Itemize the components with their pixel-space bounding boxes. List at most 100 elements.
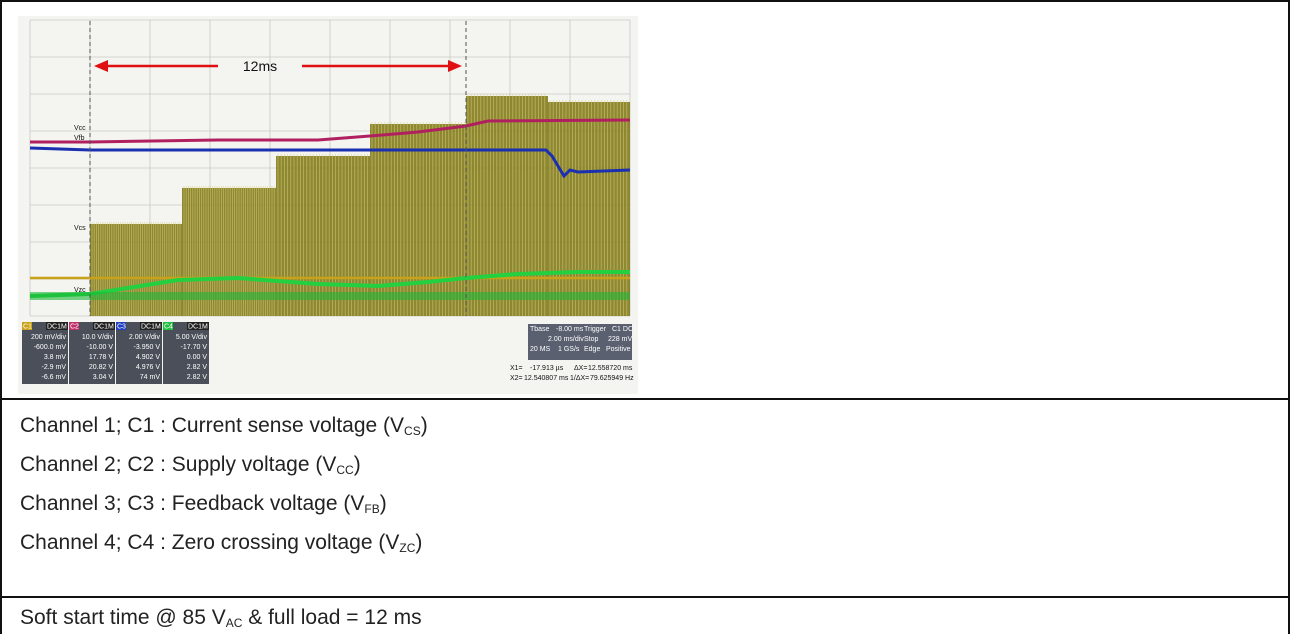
channel-readout-value: 4.976 V [136, 364, 160, 371]
channel-readout-value: 200 mV/div [31, 334, 67, 341]
channel-1-description: Channel 1; C1 : Current sense voltage (V… [20, 413, 428, 444]
table-divider-figure [0, 398, 1290, 400]
channel-2-subscript: CC [336, 463, 354, 477]
channel-coupling: DC1M [47, 324, 67, 331]
vzc-trace [29, 270, 630, 298]
channel-readout-value: -6.6 mV [41, 374, 66, 381]
time-span-label: 12ms [243, 58, 277, 74]
soft-start-summary: Soft start time @ 85 VAC & full load = 1… [20, 605, 422, 636]
channel-color-tag [22, 322, 32, 330]
channel-readout-value: 2.82 V [187, 364, 208, 371]
summary-subscript: AC [225, 616, 243, 630]
cursor-dx-value: 12.558720 ms [588, 365, 633, 372]
readout-box [116, 322, 162, 384]
channel-4-description: Channel 4; C4 : Zero crossing voltage (V… [20, 530, 422, 561]
oscilloscope-screen: 12ms Vcc Vfb Vcs Vzc C1 DC1M 200 mV/div -60… [18, 16, 638, 394]
cursor-x1-value: -17.913 µs [530, 365, 564, 372]
cursor-readout: X1= -17.913 µs ΔX= 12.558720 ms X2= 12.5… [510, 365, 634, 382]
vcs-burst-envelope [548, 102, 630, 316]
table-divider-summary [0, 596, 1290, 598]
channel-readout-c3: C3 DC1M 2.00 V/div -3.950 V 4.902 V 4.976 V 74… [116, 322, 162, 384]
readout-box [69, 322, 115, 384]
channel-3-description: Channel 3; C3 : Feedback voltage (VFB) [20, 491, 387, 522]
channel-readout-value: 4.902 V [136, 354, 160, 361]
table-border-right [1288, 0, 1290, 634]
channel-3-text: Channel 3; C3 : Feedback voltage (V [20, 492, 365, 515]
channel-tag: C4 [164, 324, 173, 331]
channel-4-text: Channel 4; C4 : Zero crossing voltage (V [20, 531, 400, 554]
trigger-mode: Stop [584, 336, 599, 343]
trace-label-vcs: Vcs [74, 225, 86, 232]
timebase-rate: 20 MS [530, 346, 551, 353]
channel-readout-value: 5.00 V/div [176, 334, 208, 341]
trace-label-vfb: Vfb [74, 135, 85, 142]
channel-readout-c4: C4 DC1M 5.00 V/div -17.70 V 0.00 V 2.82 V 2.82… [163, 322, 209, 384]
channel-color-tag [116, 322, 126, 330]
channel-readout-value: -10.00 V [87, 344, 114, 351]
trigger-slope: Positive [606, 346, 631, 353]
channel-2-suffix: ) [353, 453, 361, 476]
channel-readout-value: 0.00 V [187, 354, 208, 361]
vcc-trace [30, 118, 631, 144]
trigger-coupling: C1 DC [612, 326, 633, 333]
channel-readout-value: 3.04 V [93, 374, 114, 381]
trigger-type: Edge [584, 346, 600, 353]
channel-readout-value: 17.78 V [89, 354, 113, 361]
channel-tag: C3 [117, 324, 126, 331]
channel-readout-value: 74 mV [140, 374, 161, 381]
channel-readout-value: -17.70 V [181, 344, 208, 351]
channel-3-subscript: FB [364, 502, 380, 516]
cursor-x2-label: X2= [510, 375, 523, 382]
channel-tag: C2 [70, 324, 79, 331]
trace-label-vzc: Vzc [74, 287, 86, 294]
channel-readout-value: 20.82 V [89, 364, 113, 371]
channel-1-suffix: ) [420, 414, 428, 437]
timebase-value: -8.00 ms [556, 326, 584, 333]
channel-1-subscript: CS [404, 424, 421, 438]
channel-readout-value: 2.82 V [187, 374, 208, 381]
timebase-srate: 1 GS/s [558, 346, 580, 353]
channel-color-tag [69, 322, 79, 330]
oscilloscope-capture: 12ms Vcc Vfb Vcs Vzc C1 DC1M 200 mV/div -60… [18, 16, 638, 394]
channel-readout-value: -2.9 mV [41, 364, 66, 371]
cursor-inv-label: 1/ΔX= [570, 375, 589, 382]
timebase-trigger-panel: Tbase -8.00 ms Trigger C1 DC 2.00 ms/div… [528, 324, 633, 360]
channel-readout-value: 10.0 V/div [82, 334, 114, 341]
channel-2-description: Channel 2; C2 : Supply voltage (VCC) [20, 452, 361, 483]
channel-coupling: DC1M [188, 324, 208, 331]
timebase-scale: 2.00 ms/div [548, 336, 584, 343]
summary-suffix: & full load = 12 ms [242, 606, 422, 629]
coupling-tag [187, 322, 209, 330]
channel-2-text: Channel 2; C2 : Supply voltage (V [20, 453, 337, 476]
coupling-tag [93, 322, 115, 330]
cursor-dx-label: ΔX= [574, 365, 587, 372]
vcs-burst-envelope [466, 96, 548, 316]
channel-readout-value: -600.0 mV [34, 344, 67, 351]
cursor-inv-value: 79.625949 Hz [590, 375, 634, 382]
waveform-traces [29, 94, 631, 316]
channel-readouts: C1 DC1M 200 mV/div -600.0 mV 3.8 mV -2.9 mV -6… [22, 322, 209, 384]
channel-4-subscript: ZC [399, 541, 416, 555]
channel-coupling: DC1M [94, 324, 114, 331]
timebase-label: Tbase [530, 326, 550, 333]
channel-tag: C1 [23, 324, 32, 331]
channel-3-suffix: ) [379, 492, 387, 515]
trigger-level: 228 mV [608, 336, 632, 343]
channel-readout-c1: C1 DC1M 200 mV/div -600.0 mV 3.8 mV -2.9 mV -6… [22, 322, 68, 384]
channel-readout-value: -3.950 V [134, 344, 161, 351]
channel-readout-value: 2.00 V/div [129, 334, 161, 341]
trace-label-vcc: Vcc [74, 125, 86, 132]
channel-readout-c2: C2 DC1M 10.0 V/div -10.00 V 17.78 V 20.82 V 3.… [69, 322, 115, 384]
coupling-tag [140, 322, 162, 330]
channel-1-text: Channel 1; C1 : Current sense voltage (V [20, 414, 405, 437]
table-border-top [0, 0, 1290, 2]
cursor-x2-value: 12.540807 ms [524, 375, 569, 382]
trigger-label: Trigger [584, 326, 607, 333]
time-span-arrow [94, 60, 462, 72]
vfb-trace [29, 146, 631, 179]
channel-coupling: DC1M [141, 324, 161, 331]
summary-text: Soft start time @ 85 V [20, 606, 226, 629]
readout-box [163, 322, 209, 384]
channel-readout-value: 3.8 mV [44, 354, 67, 361]
